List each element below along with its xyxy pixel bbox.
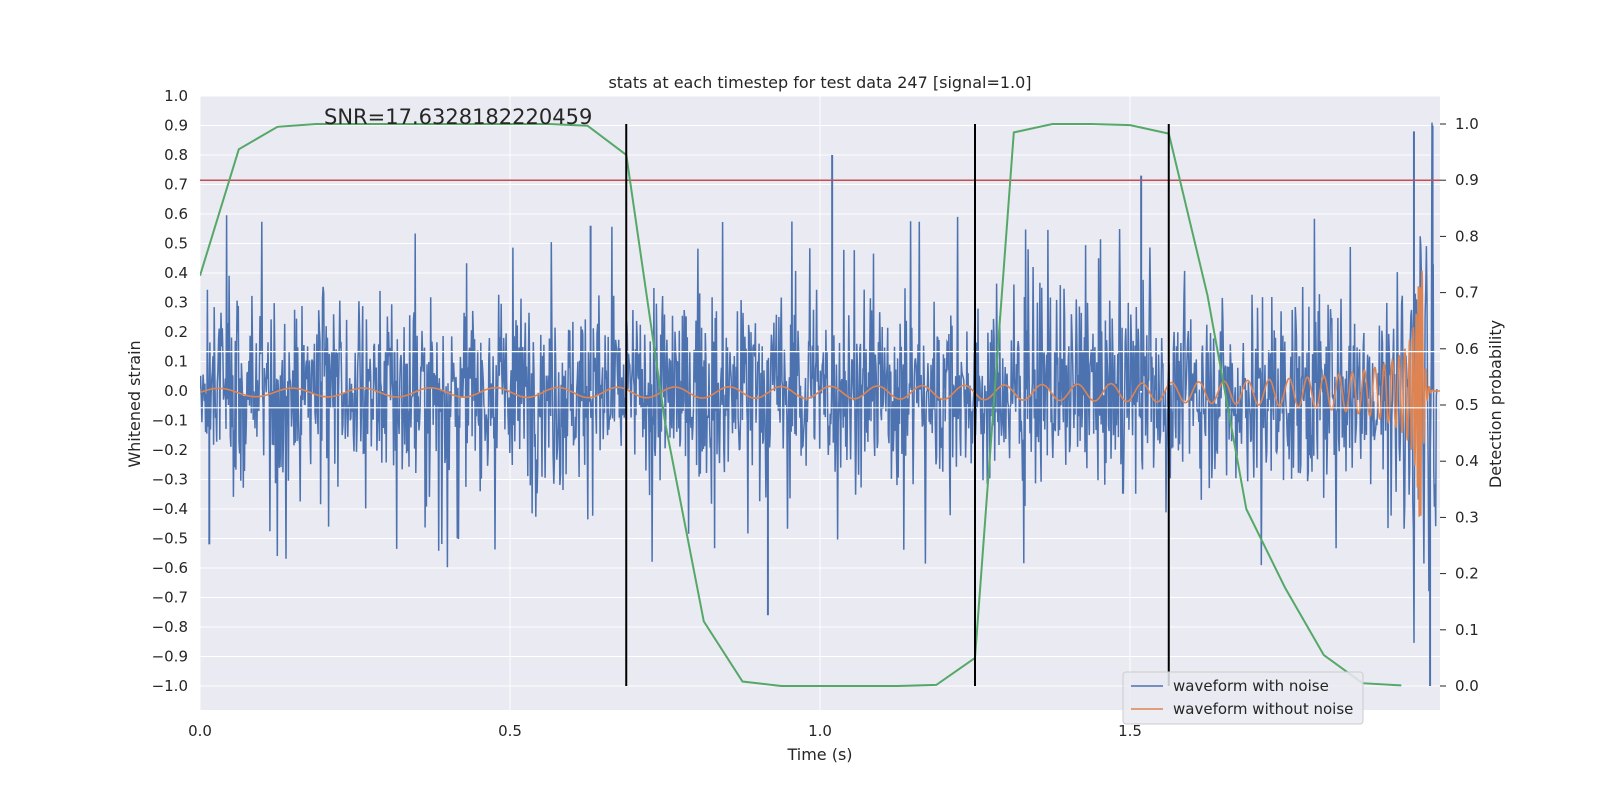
y-tick-label: −0.3 — [152, 471, 188, 489]
probability-series — [200, 123, 1402, 687]
y-tick-label: −0.5 — [152, 530, 188, 548]
y-right-tick-label: 0.5 — [1455, 396, 1479, 414]
x-tick-label: 1.0 — [808, 722, 832, 740]
y-tick-label: −0.8 — [152, 618, 188, 636]
y-tick-label: 0.4 — [164, 264, 188, 282]
y-tick-label: 0.7 — [164, 176, 188, 194]
y-tick-label: 0.5 — [164, 235, 188, 253]
x-tick-label: 1.5 — [1118, 722, 1142, 740]
y-tick-label: 0.8 — [164, 146, 188, 164]
legend-label-noise: waveform with noise — [1173, 677, 1329, 695]
y-tick-label: −0.1 — [152, 412, 188, 430]
noise-line — [200, 122, 1438, 643]
y-tick-label: 1.0 — [164, 87, 188, 105]
snr-annotation: SNR=17.6328182220459 — [324, 105, 592, 129]
y-right-tick-label: 0.9 — [1455, 171, 1479, 189]
y-right-tick-label: 0.7 — [1455, 284, 1479, 302]
legend-box — [1122, 671, 1364, 725]
y-right-tick-label: 0.8 — [1455, 227, 1479, 245]
y-axis-label: Whitened strain — [125, 340, 144, 467]
y-tick-label: 0.2 — [164, 323, 188, 341]
vertical-lines — [625, 124, 1170, 686]
right-axis: 1.0 0.9 0.8 0.7 0.6 0.5 0.4 0.3 0.2 0.1 0.0 — [1440, 115, 1479, 695]
y-tick-label: −0.6 — [152, 559, 188, 577]
y-right-tick-label: 0.4 — [1455, 452, 1479, 470]
y-right-tick-label: 1.0 — [1455, 115, 1479, 133]
x-tick-label: 0.0 — [188, 722, 212, 740]
chart-title: stats at each timestep for test data 247… — [608, 73, 1031, 92]
noise-series — [200, 122, 1438, 686]
signal-line — [200, 270, 1440, 517]
y-right-axis-label: Detection probability — [1486, 320, 1505, 488]
left-axis: 1.0 0.9 0.8 0.7 0.6 0.5 0.4 0.3 0.2 0.1 0.0 −0.1 −0.… — [152, 87, 188, 695]
y-right-tick-label: 0.6 — [1455, 340, 1479, 358]
y-right-tick-label: 0.1 — [1455, 621, 1479, 639]
y-tick-label: 0.6 — [164, 205, 188, 223]
x-tick-label: 0.5 — [498, 722, 522, 740]
y-tick-label: −1.0 — [152, 677, 188, 695]
y-tick-label: −0.4 — [152, 500, 188, 518]
x-axis-label: Time (s) — [786, 745, 852, 764]
y-tick-label: −0.2 — [152, 441, 188, 459]
x-axis: 0.0 0.5 1.0 1.5 — [188, 722, 1142, 740]
y-right-tick-label: 0.0 — [1455, 677, 1479, 695]
y-right-tick-label: 0.3 — [1455, 508, 1479, 526]
y-right-tick-label: 0.2 — [1455, 565, 1479, 583]
y-tick-label: −0.9 — [152, 648, 188, 666]
y-tick-label: −0.7 — [152, 589, 188, 607]
white-hlines — [200, 351, 1440, 409]
y-tick-label: 0.1 — [164, 353, 188, 371]
legend-label-signal: waveform without noise — [1173, 700, 1353, 718]
y-tick-label: 0.9 — [164, 117, 188, 135]
y-tick-label: 0.0 — [164, 382, 188, 400]
signal-series — [200, 270, 1440, 517]
detection-probability-line — [200, 123, 1402, 687]
y-tick-label: 0.3 — [164, 294, 188, 312]
legend: waveform with noise waveform without noi… — [1122, 671, 1364, 725]
